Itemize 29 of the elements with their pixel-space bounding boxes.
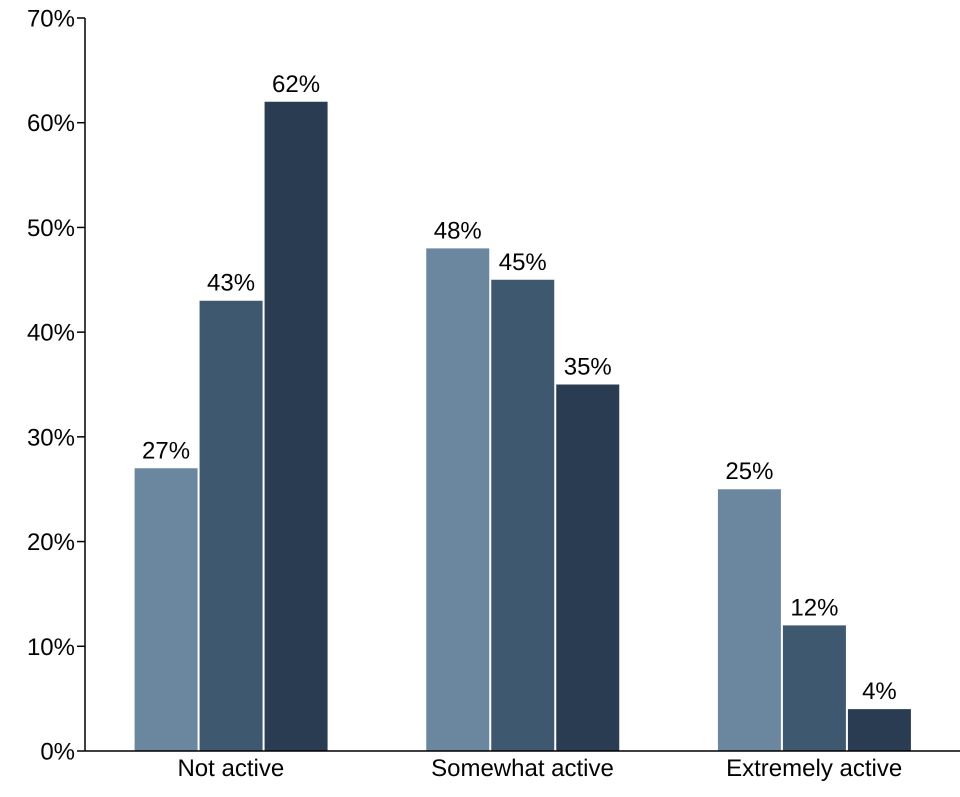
data-label: 62% <box>272 70 320 98</box>
data-label: 27% <box>142 437 190 464</box>
bar <box>134 468 198 751</box>
bar <box>848 709 911 751</box>
data-label: 4% <box>862 678 897 706</box>
y-tick-label: 60% <box>26 110 75 138</box>
y-tick-label: 70% <box>26 6 75 33</box>
y-tick-label: 0% <box>40 738 75 766</box>
x-tick-label: Somewhat active <box>431 755 614 782</box>
bar <box>782 625 846 751</box>
data-label: 48% <box>434 217 482 244</box>
bar <box>426 248 490 751</box>
data-label: 35% <box>564 354 612 380</box>
bar <box>200 300 263 751</box>
y-tick-label: 50% <box>26 214 75 242</box>
bar <box>718 489 781 751</box>
data-label: 43% <box>207 270 256 297</box>
x-tick-label: Not active <box>177 755 284 782</box>
y-tick-label: 10% <box>26 634 75 661</box>
bar <box>264 102 328 751</box>
y-tick-label: 20% <box>26 529 75 556</box>
data-label: 25% <box>725 458 774 486</box>
x-tick-label: Extremely active <box>726 755 902 782</box>
data-label: 12% <box>790 594 838 622</box>
bar <box>491 280 554 751</box>
y-tick-label: 30% <box>26 424 75 452</box>
bar <box>556 384 620 751</box>
data-label: 45% <box>498 248 547 276</box>
y-tick-label: 40% <box>26 320 75 347</box>
